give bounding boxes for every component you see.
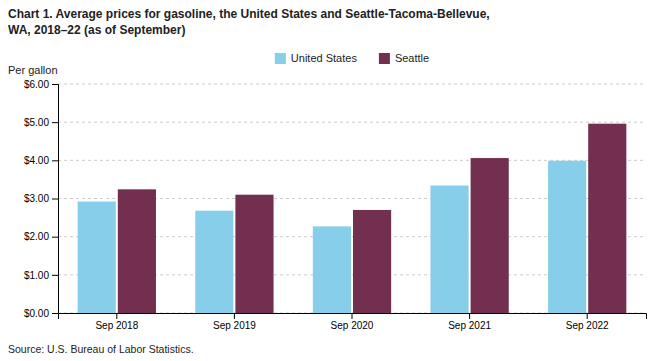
x-tick-label: Sep 2020 — [331, 320, 374, 331]
y-tick: $4.00 — [24, 155, 58, 166]
chart-container: Chart 1. Average prices for gasoline, th… — [0, 0, 661, 361]
bar — [118, 189, 156, 313]
bar — [548, 161, 586, 313]
y-tick: $3.00 — [24, 193, 58, 204]
legend-item: United States — [275, 52, 358, 64]
y-tick-mark — [52, 160, 58, 161]
grid-line — [58, 122, 646, 123]
y-tick-label: $4.00 — [24, 155, 49, 166]
source-note: Source: U.S. Bureau of Labor Statistics. — [8, 343, 194, 355]
bar — [471, 158, 509, 313]
legend-label: Seattle — [395, 52, 429, 64]
bar — [195, 211, 233, 313]
x-tick-label: Sep 2022 — [566, 320, 609, 331]
x-tick-mark — [234, 313, 235, 319]
y-tick-label: $3.00 — [24, 193, 49, 204]
y-tick-mark — [52, 122, 58, 123]
y-tick-mark — [52, 313, 58, 314]
y-label: Per gallon — [8, 64, 58, 76]
y-tick-label: $5.00 — [24, 117, 49, 128]
grid-line — [58, 160, 646, 161]
x-tick-mark — [116, 313, 117, 319]
bars — [78, 124, 627, 313]
chart-svg: Chart 1. Average prices for gasoline, th… — [0, 0, 661, 361]
bar — [353, 210, 391, 313]
title: Chart 1. Average prices for gasoline, th… — [8, 7, 490, 37]
bar — [78, 202, 116, 313]
x-tick: Sep 2020 — [331, 313, 374, 331]
y-tick-mark — [52, 275, 58, 276]
y-tick-label: $2.00 — [24, 231, 49, 242]
x-tick: Sep 2019 — [213, 313, 256, 331]
y-tick: $6.00 — [24, 79, 58, 90]
plot: $0.00 $1.00 $2.00 $3.00 $4.00 $5.00 $6.00 Sep 2… — [24, 79, 647, 331]
bar — [588, 124, 626, 313]
legend: United States Seattle — [275, 52, 429, 64]
bar — [235, 195, 273, 313]
y-tick: $1.00 — [24, 270, 58, 281]
bar-series — [118, 124, 627, 313]
x-tick-mark — [587, 313, 588, 319]
legend-label: United States — [291, 52, 358, 64]
y-tick: $0.00 — [24, 308, 58, 319]
x-tick-label: Sep 2019 — [213, 320, 256, 331]
bar — [430, 186, 468, 313]
grid — [58, 84, 646, 313]
y-tick-mark — [52, 199, 58, 200]
y-tick: $2.00 — [24, 231, 58, 242]
x-axis: Sep 2018 Sep 2019 Sep 2020 Sep 2021 Sep 2022 — [59, 313, 647, 331]
x-axis-line — [59, 314, 647, 320]
y-tick-mark — [52, 84, 58, 85]
x-tick: Sep 2022 — [566, 313, 609, 331]
bar-series — [78, 161, 587, 313]
title-line: WA, 2018–22 (as of September) — [8, 23, 185, 37]
grid-line — [58, 84, 646, 85]
x-tick-mark — [469, 313, 470, 319]
x-tick-label: Sep 2021 — [448, 320, 491, 331]
y-tick-label: $1.00 — [24, 270, 49, 281]
y-tick: $5.00 — [24, 117, 58, 128]
x-tick: Sep 2018 — [95, 313, 138, 331]
x-tick-label: Sep 2018 — [95, 320, 138, 331]
bar — [313, 226, 351, 313]
legend-item: Seattle — [379, 52, 429, 64]
legend-swatch — [275, 53, 286, 64]
title-line: Chart 1. Average prices for gasoline, th… — [8, 7, 490, 21]
y-axis: $0.00 $1.00 $2.00 $3.00 $4.00 $5.00 $6.00 — [24, 79, 59, 319]
y-tick-label: $6.00 — [24, 79, 49, 90]
y-tick-label: $0.00 — [24, 308, 49, 319]
y-axis-line — [52, 85, 59, 314]
legend-swatch — [379, 53, 390, 64]
y-tick-mark — [52, 237, 58, 238]
x-tick-mark — [352, 313, 353, 319]
x-tick: Sep 2021 — [448, 313, 491, 331]
